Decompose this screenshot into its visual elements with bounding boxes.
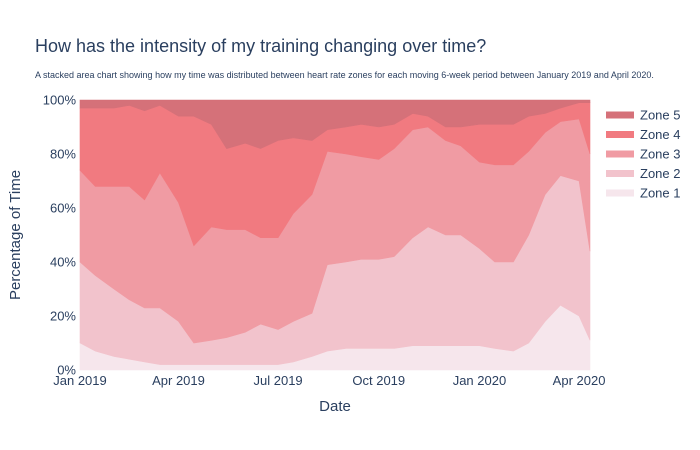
- x-axis-ticks: Jan 2019 Apr 2019 Jul 2019 Oct 2019 Jan 2020…: [53, 373, 605, 388]
- x-tick-label: Jan 2020: [453, 373, 507, 388]
- area-series-zone-5[interactable]: [79, 99, 591, 149]
- y-tick-label: 80%: [50, 147, 76, 162]
- chart-title: How has the intensity of my training cha…: [35, 36, 486, 56]
- legend-label-zone-3[interactable]: Zone 3: [640, 147, 680, 162]
- y-axis-title: Percentage of Time: [7, 170, 24, 300]
- chart-subtitle: A stacked area chart showing how my time…: [35, 70, 654, 80]
- y-tick-label: 0%: [57, 363, 76, 378]
- x-tick-label: Jul 2019: [254, 373, 303, 388]
- legend-swatch-zone-5[interactable]: [606, 111, 634, 119]
- x-tick-label: Oct 2019: [352, 373, 405, 388]
- legend-swatch-zone-3[interactable]: [606, 150, 634, 158]
- y-tick-label: 40%: [50, 255, 76, 270]
- legend: Zone 5 Zone 4 Zone 3 Zone 2 Zone 1: [606, 108, 680, 201]
- y-tick-label: 20%: [50, 309, 76, 324]
- y-axis-ticks: 0% 20% 40% 60% 80% 100%: [43, 93, 77, 378]
- legend-label-zone-1[interactable]: Zone 1: [640, 186, 680, 201]
- legend-label-zone-2[interactable]: Zone 2: [640, 166, 680, 181]
- x-tick-label: Jan 2019: [53, 373, 107, 388]
- x-tick-label: Apr 2020: [553, 373, 606, 388]
- plot-area: [79, 99, 591, 371]
- y-tick-label: 100%: [43, 93, 77, 108]
- legend-swatch-zone-2[interactable]: [606, 170, 634, 177]
- legend-label-zone-4[interactable]: Zone 4: [640, 127, 680, 142]
- legend-swatch-zone-4[interactable]: [606, 131, 634, 138]
- x-axis-title: Date: [319, 398, 351, 415]
- legend-swatch-zone-1[interactable]: [606, 189, 634, 197]
- y-tick-label: 60%: [50, 201, 76, 216]
- x-tick-label: Apr 2019: [152, 373, 205, 388]
- legend-label-zone-5[interactable]: Zone 5: [640, 108, 680, 123]
